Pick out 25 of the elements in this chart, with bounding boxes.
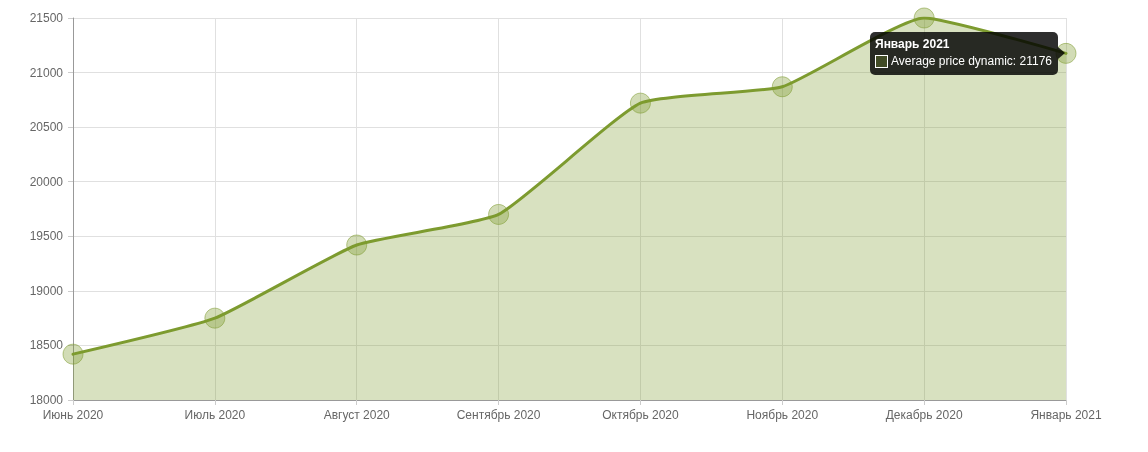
y-tick-label: 19500 bbox=[29, 229, 64, 244]
x-tick-label: Декабрь 2020 bbox=[885, 408, 963, 422]
x-tick-label: Август 2020 bbox=[323, 408, 391, 422]
point bbox=[204, 307, 226, 329]
point bbox=[771, 76, 793, 98]
x-tick-label: Ноябрь 2020 bbox=[746, 408, 819, 422]
y-tick-label: 21500 bbox=[29, 11, 64, 25]
point bbox=[913, 7, 935, 29]
x-tick-label: Июнь 2020 bbox=[42, 408, 104, 422]
y-tick-label: 18000 bbox=[29, 393, 64, 407]
x-tick-label: Январь 2021 bbox=[1030, 408, 1102, 422]
annotation: Average price dynamic: 21176 bbox=[891, 52, 1052, 70]
y-tick-label: 18500 bbox=[29, 338, 64, 353]
x-tick-label: Октябрь 2020 bbox=[602, 408, 680, 422]
point bbox=[629, 92, 651, 114]
x-tick-label: Июль 2020 bbox=[184, 408, 246, 422]
annotation: Январь 2021 bbox=[875, 35, 951, 53]
y-tick-label: 20500 bbox=[29, 120, 64, 135]
point bbox=[488, 203, 510, 225]
y-tick-label: 21000 bbox=[29, 65, 64, 80]
x-tick-label: Сентябрь 2020 bbox=[456, 408, 541, 422]
point bbox=[62, 343, 84, 365]
y-tick-label: 20000 bbox=[29, 174, 64, 189]
point bbox=[346, 234, 368, 256]
y-tick-label: 19000 bbox=[29, 283, 64, 298]
